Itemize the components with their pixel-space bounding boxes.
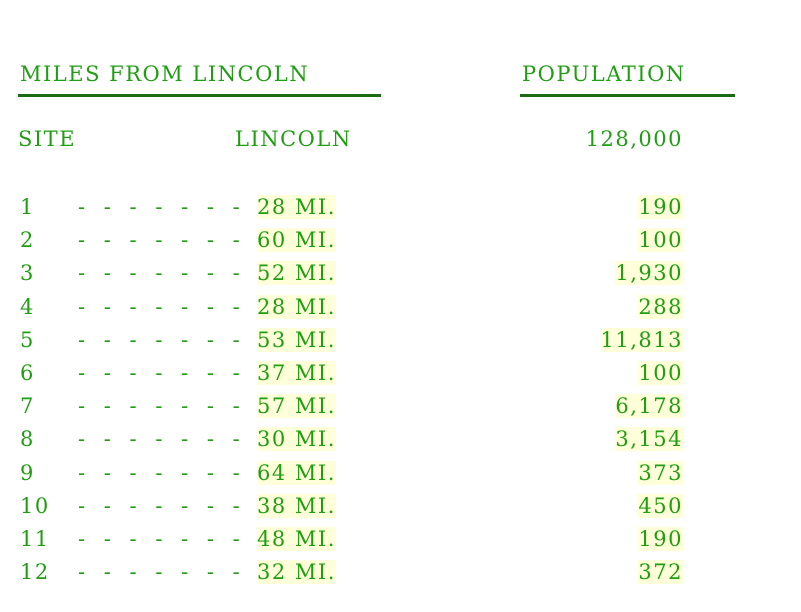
miles-value: 37 MI. <box>257 361 336 385</box>
leader-dashes: - - - - - - - <box>78 361 246 385</box>
leader-dashes: - - - - - - - <box>78 527 246 551</box>
table-row: 10 - - - - - - - 38 MI. 450 <box>0 493 801 524</box>
miles-value: 38 MI. <box>257 493 336 518</box>
table-row: 4 - - - - - - - 28 MI. 288 <box>0 294 801 325</box>
table-row: 9 - - - - - - - 64 MI. 373 <box>0 460 801 491</box>
miles-value: 52 MI. <box>257 261 336 286</box>
miles-value: 60 MI. <box>257 228 336 253</box>
population-value: 373 <box>638 460 683 485</box>
leader-dashes: - - - - - - - <box>78 394 246 419</box>
table-row: 12 - - - - - - - 32 MI. 372 <box>0 560 801 590</box>
table-row: 2 - - - - - - - 60 MI. 100 <box>0 228 801 258</box>
table-row: 1 - - - - - - - 28 MI. 190 <box>0 195 801 225</box>
table-row: 3 - - - - - - - 52 MI. 1,930 <box>0 261 801 291</box>
lincoln-label: LINCOLN <box>235 127 352 151</box>
table-row: 11 - - - - - - - 48 MI. 190 <box>0 527 801 557</box>
miles-value: 48 MI. <box>257 527 336 551</box>
population-value: 100 <box>638 361 683 385</box>
miles-value: 53 MI. <box>257 327 336 352</box>
leader-dashes: - - - - - - - <box>78 228 246 253</box>
population-header: POPULATION <box>522 62 686 86</box>
table-row: 6 - - - - - - - 37 MI. 100 <box>0 361 801 391</box>
population-value: 450 <box>638 493 683 518</box>
site-number: 3 <box>20 261 35 286</box>
miles-value: 28 MI. <box>257 294 336 319</box>
site-number: 6 <box>20 361 35 385</box>
leader-dashes: - - - - - - - <box>78 427 246 452</box>
site-number: 12 <box>20 560 50 585</box>
population-value: 190 <box>638 527 683 551</box>
lincoln-population: 128,000 <box>585 127 683 151</box>
site-number: 2 <box>20 228 35 253</box>
miles-value: 30 MI. <box>257 427 336 452</box>
miles-value: 32 MI. <box>257 560 336 585</box>
site-number: 1 <box>20 195 35 219</box>
miles-header-underline <box>18 94 381 97</box>
site-number: 5 <box>20 327 35 352</box>
leader-dashes: - - - - - - - <box>78 195 246 219</box>
population-value: 11,813 <box>600 327 683 352</box>
leader-dashes: - - - - - - - <box>78 294 246 319</box>
population-value: 190 <box>638 195 683 219</box>
population-header-underline <box>520 94 735 97</box>
site-number: 7 <box>20 394 35 419</box>
table-row: 5 - - - - - - - 53 MI. 11,813 <box>0 327 801 358</box>
population-value: 1,930 <box>615 261 683 286</box>
site-number: 9 <box>20 460 35 485</box>
population-value: 3,154 <box>615 427 683 452</box>
leader-dashes: - - - - - - - <box>78 560 246 585</box>
miles-value: 64 MI. <box>257 460 336 485</box>
population-value: 372 <box>638 560 683 585</box>
population-value: 100 <box>638 228 683 253</box>
miles-value: 57 MI. <box>257 394 336 419</box>
site-number: 10 <box>20 493 50 518</box>
leader-dashes: - - - - - - - <box>78 460 246 485</box>
miles-value: 28 MI. <box>257 195 336 219</box>
population-value: 288 <box>638 294 683 319</box>
leader-dashes: - - - - - - - <box>78 327 246 352</box>
population-value: 6,178 <box>615 394 683 419</box>
miles-header: MILES FROM LINCOLN <box>20 62 310 86</box>
site-number: 4 <box>20 294 35 319</box>
table-row: 8 - - - - - - - 30 MI. 3,154 <box>0 427 801 457</box>
table-row: 7 - - - - - - - 57 MI. 6,178 <box>0 394 801 424</box>
site-number: 8 <box>20 427 35 452</box>
leader-dashes: - - - - - - - <box>78 261 246 286</box>
site-number: 11 <box>20 527 50 551</box>
leader-dashes: - - - - - - - <box>78 493 246 518</box>
site-label: SITE <box>18 127 77 151</box>
